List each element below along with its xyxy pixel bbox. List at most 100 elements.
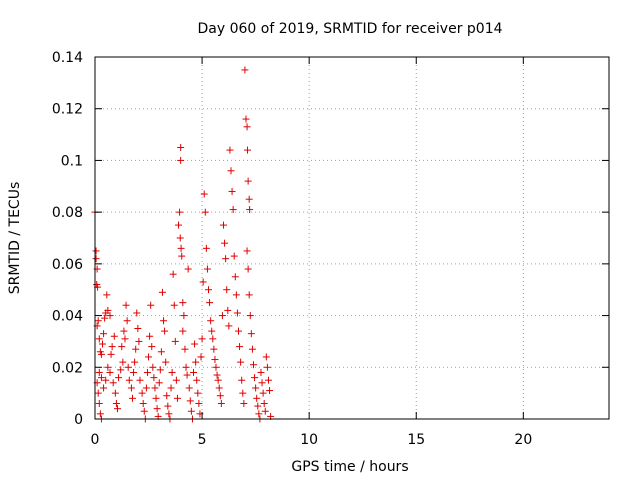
data-point	[142, 384, 150, 392]
data-point	[197, 353, 205, 361]
data-point	[253, 394, 261, 402]
data-point	[131, 358, 139, 366]
data-point	[220, 221, 227, 229]
data-point	[134, 325, 142, 332]
data-point	[145, 353, 153, 361]
data-point	[102, 376, 110, 384]
data-point	[130, 368, 138, 376]
axis-ticks	[94, 56, 609, 420]
y-tick-label: 0.02	[52, 360, 83, 376]
data-point	[214, 376, 222, 384]
data-point	[100, 330, 108, 338]
data-point	[177, 244, 185, 252]
data-point	[169, 270, 177, 278]
data-point	[266, 387, 274, 395]
data-point	[183, 371, 191, 379]
data-point	[260, 399, 268, 407]
data-point	[92, 247, 100, 255]
data-point	[151, 384, 159, 392]
data-point	[157, 348, 165, 356]
data-point	[106, 312, 114, 320]
data-point	[228, 187, 236, 195]
data-point	[94, 389, 102, 397]
data-point	[119, 358, 127, 366]
data-point	[230, 252, 238, 260]
data-point	[194, 389, 202, 397]
data-point	[124, 363, 132, 371]
tick-labels: 0 5 10 15 20 0 0.02 0.04 0.06 0.08 0.1 0.12 0.14	[52, 50, 532, 448]
data-point	[167, 384, 175, 392]
data-point	[177, 144, 185, 151]
data-point	[244, 177, 252, 185]
data-point	[143, 368, 151, 376]
data-point	[249, 361, 257, 369]
data-point	[133, 309, 141, 317]
y-axis-label: SRMTID / TECUs	[7, 182, 23, 295]
data-point	[254, 402, 262, 410]
data-point	[125, 376, 133, 384]
x-tick-label: 20	[514, 432, 532, 448]
data-point	[216, 392, 224, 400]
data-point	[147, 301, 155, 309]
data-point	[211, 356, 219, 364]
data-point	[112, 399, 120, 407]
data-point	[153, 405, 161, 413]
data-point	[261, 407, 269, 415]
data-point	[200, 190, 208, 198]
data-point	[158, 288, 166, 296]
data-point	[140, 407, 148, 415]
data-point	[113, 405, 121, 413]
data-point	[121, 335, 129, 343]
data-point	[155, 379, 163, 387]
data-point	[232, 291, 240, 299]
data-point	[257, 368, 265, 376]
data-point	[172, 376, 180, 384]
data-point	[165, 410, 173, 418]
data-point	[118, 343, 126, 351]
data-point	[243, 123, 251, 131]
data-point	[120, 327, 128, 335]
data-point	[226, 146, 234, 154]
data-point	[213, 371, 221, 379]
data-point	[229, 206, 237, 214]
data-point	[160, 317, 168, 325]
data-point	[245, 291, 253, 299]
data-point	[161, 327, 169, 335]
data-point	[193, 376, 201, 384]
data-point	[162, 358, 170, 366]
data-point	[95, 368, 103, 376]
plot-frame	[94, 56, 610, 420]
y-tick-label: 0.14	[52, 50, 83, 66]
data-point	[127, 384, 135, 392]
data-point	[150, 374, 158, 382]
data-point	[210, 345, 218, 353]
y-tick-label: 0.06	[52, 257, 83, 273]
data-point	[198, 335, 206, 343]
data-point	[222, 255, 230, 263]
data-point	[177, 156, 185, 164]
data-point	[217, 399, 225, 407]
data-point	[255, 410, 263, 418]
data-point	[98, 340, 106, 348]
data-point	[225, 322, 233, 330]
data-point	[111, 389, 119, 397]
y-tick-label: 0.04	[52, 309, 83, 325]
data-point	[163, 392, 171, 400]
x-tick-label: 15	[407, 432, 425, 448]
y-tick-label: 0	[74, 412, 83, 428]
data-point	[97, 350, 105, 358]
data-point	[262, 353, 270, 361]
data-point	[96, 410, 104, 418]
data-point	[227, 167, 235, 175]
y-tick-label: 0.12	[52, 102, 83, 118]
data-point	[123, 317, 131, 325]
data-point	[184, 265, 192, 273]
data-point	[100, 384, 108, 392]
data-point	[237, 358, 245, 366]
data-point	[246, 206, 254, 214]
x-tick-label: 10	[300, 432, 318, 448]
data-point	[182, 363, 190, 371]
data-point	[243, 247, 251, 255]
data-point	[94, 317, 102, 325]
